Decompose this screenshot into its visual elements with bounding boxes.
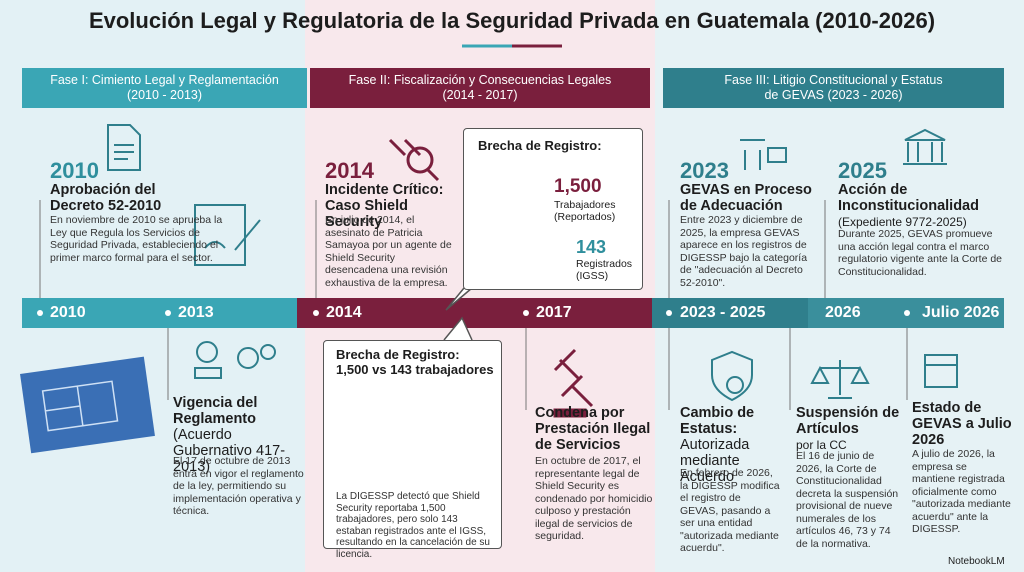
event-year: 2023 — [680, 158, 729, 183]
event-title: Aprobación del Decreto 52-2010 — [50, 182, 162, 214]
title: Evolución Legal y Regulatoria de la Segu… — [88, 8, 936, 33]
event-year: 2025 — [838, 158, 887, 183]
timeline-label: Julio 2026 — [922, 304, 1000, 321]
event-subtitle: Autorizada mediante Acuerdo — [680, 437, 750, 485]
blueprint-icon — [20, 356, 155, 454]
event-title: GEVAS en Proceso de Adecuación — [680, 182, 812, 214]
title-main: Vigencia del Reglamento — [173, 395, 258, 427]
event-year: 2014 — [325, 158, 374, 183]
registry-box: Brecha de Registro: 1,500 vs 143 trabajad… — [323, 340, 502, 560]
event-title: Estado de GEVAS a Julio 2026 — [912, 400, 1012, 448]
phase-banner: Fase I: Cimiento Legal y Reglamentación(… — [22, 68, 307, 108]
footer: NotebookLM — [948, 556, 1005, 567]
phase-banner: Fase III: Litigio Constitucional y Estat… — [663, 68, 1004, 108]
phase-label: Fase II: Fiscalización y Consecuencias L… — [348, 73, 612, 87]
event-text: En julio de 2014, el asesinato de Patric… — [325, 214, 452, 289]
timeline-label: 2017 — [536, 304, 572, 321]
event-text: En octubre de 2017, el representante leg… — [535, 455, 653, 542]
registry-subtitle: 1,500 vs 143 trabajadores — [336, 362, 494, 377]
timeline-segment — [22, 298, 297, 328]
event-title: Acción de Inconstitucionalidad (Expedient… — [838, 182, 1008, 230]
event-title: Suspensión de Artículos por la CC — [796, 405, 901, 453]
event-title: Incidente Crítico: Caso Shield Security — [325, 182, 444, 230]
connectors — [39, 200, 908, 410]
registry-box: Brecha de Registro: 1,500 Trabajadores (… — [463, 128, 643, 290]
event-text: En noviembre de 2010 se aprueba la Ley q… — [50, 214, 223, 264]
timeline-segment — [297, 298, 652, 328]
timeline-segment — [652, 298, 808, 328]
timeline-label: 2023 - 2025 — [680, 304, 766, 321]
event-title: Condena por Prestación Ilegal de Servici… — [535, 405, 651, 453]
registry-number: 143 — [576, 237, 607, 257]
phase-years: (2010 - 2013) — [126, 88, 203, 102]
event-text: En febrero de 2026, la DIGESSP modifica … — [680, 467, 780, 554]
callout-tail — [445, 287, 473, 311]
title-main: Suspensión de Artículos — [796, 405, 900, 437]
registry-title: Brecha de Registro: 1,500 vs 143 trabajad… — [336, 347, 496, 377]
title-main: Cambio de Estatus: — [680, 405, 755, 437]
registry-caption: Registrados (IGSS) — [576, 258, 633, 282]
event-year: 2010 — [50, 158, 99, 183]
timeline-dots — [37, 310, 910, 316]
icons — [388, 138, 594, 418]
title-main: Brecha de Registro: — [336, 347, 460, 362]
timeline-label: 2013 — [178, 304, 214, 321]
event-text: Durante 2025, GEVAS promueve una acción … — [838, 228, 1003, 278]
phase-years: (2014 - 2017) — [442, 88, 518, 102]
timeline-label: 2010 — [50, 304, 86, 321]
title-main: Acción de Inconstitucionalidad — [838, 182, 979, 214]
registry-title: Brecha de Registro: — [478, 138, 602, 153]
phase-label: Fase III: Litigio Constitucional y Estat… — [724, 73, 943, 87]
timeline-label: 2014 — [326, 304, 362, 321]
event-text: A julio de 2026, la empresa se mantiene … — [912, 448, 1011, 535]
timeline-label: 2026 — [825, 304, 861, 321]
registry-caption: Trabajadores (Reportados) — [554, 199, 616, 223]
event-subtitle: (Acuerdo Gubernativo 417-2013) — [173, 427, 286, 475]
event-text: Entre 2023 y diciembre de 2025, la empre… — [680, 214, 808, 289]
registry-text: La DIGESSP detectó que Shield Security r… — [336, 491, 490, 560]
event-subtitle: por la CC — [796, 438, 847, 452]
event-title: Cambio de Estatus: Autorizada mediante Ac… — [680, 405, 780, 485]
event-text: El 16 de junio de 2026, la Corte de Cons… — [796, 450, 899, 550]
phase-label: Fase I: Cimiento Legal y Reglamentación — [50, 73, 279, 87]
icons — [107, 124, 958, 402]
event-subtitle: (Expediente 9772-2025) — [838, 215, 967, 229]
event-title: Vigencia del Reglamento (Acuerdo Gubernat… — [173, 395, 308, 475]
registry-number: 1,500 — [554, 176, 602, 197]
phase-banner: Fase II: Fiscalización y Consecuencias L… — [310, 68, 650, 108]
event-text: El 17 de octubre de 2013 entra en vigor … — [173, 455, 304, 517]
callout-tail — [443, 316, 473, 341]
phase-years: de GEVAS (2023 - 2026) — [764, 88, 903, 102]
